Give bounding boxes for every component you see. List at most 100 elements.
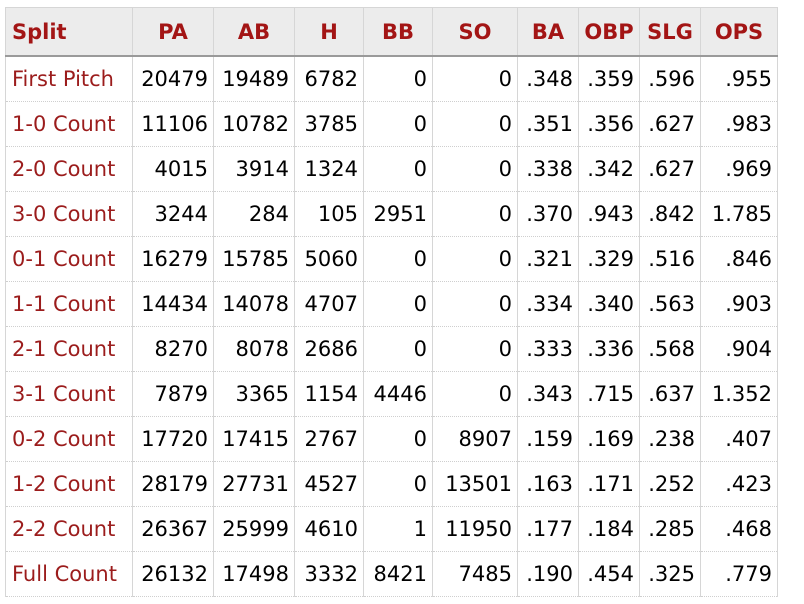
stat-cell-h: 3332: [294, 551, 364, 597]
stat-cell-ab: 3365: [213, 371, 295, 417]
stat-cell-ops: .983: [700, 101, 778, 147]
stat-cell-slg: .516: [639, 236, 701, 282]
stat-cell-ab: 8078: [213, 326, 295, 372]
stat-cell-h: 2686: [294, 326, 364, 372]
stat-cell-so: 0: [432, 146, 518, 192]
stat-cell-slg: .563: [639, 281, 701, 327]
split-label-cell: 0-2 Count: [5, 416, 133, 462]
stat-cell-obp: .169: [578, 416, 640, 462]
stat-cell-slg: .596: [639, 55, 701, 102]
stat-cell-slg: .285: [639, 506, 701, 552]
table-row: 1-2 Count 28179 27731 4527 0 13501.163.171.25…: [5, 461, 778, 507]
split-label-cell: Full Count: [5, 551, 133, 597]
split-label-cell: 2-2 Count: [5, 506, 133, 552]
stat-cell-ops: .779: [700, 551, 778, 597]
table-row: 3-0 Count 3244 284 105 2951 0.370.943.842 1.78…: [5, 191, 778, 237]
stat-cell-pa: 3244: [132, 191, 214, 237]
stat-cell-pa: 26132: [132, 551, 214, 597]
stat-cell-pa: 7879: [132, 371, 214, 417]
stat-cell-pa: 8270: [132, 326, 214, 372]
stat-cell-ab: 17415: [213, 416, 295, 462]
split-label-cell: First Pitch: [5, 55, 133, 102]
stat-cell-so: 13501: [432, 461, 518, 507]
stat-cell-ops: .423: [700, 461, 778, 507]
stat-cell-bb: 0: [363, 326, 433, 372]
table-row: 2-2 Count 26367 25999 4610 1 11950.177.184.28…: [5, 506, 778, 552]
stat-cell-obp: .454: [578, 551, 640, 597]
stat-cell-slg: .637: [639, 371, 701, 417]
stat-cell-ab: 15785: [213, 236, 295, 282]
stat-cell-ab: 27731: [213, 461, 295, 507]
stat-cell-ops: .904: [700, 326, 778, 372]
split-label-cell: 1-2 Count: [5, 461, 133, 507]
split-label-cell: 2-0 Count: [5, 146, 133, 192]
stat-cell-obp: .943: [578, 191, 640, 237]
stat-cell-pa: 4015: [132, 146, 214, 192]
column-header-so[interactable]: SO: [432, 7, 518, 57]
stat-cell-slg: .842: [639, 191, 701, 237]
stat-cell-h: 6782: [294, 55, 364, 102]
stat-cell-ops: .903: [700, 281, 778, 327]
stat-cell-bb: 2951: [363, 191, 433, 237]
stat-cell-bb: 0: [363, 236, 433, 282]
stat-cell-h: 1154: [294, 371, 364, 417]
stat-cell-obp: .340: [578, 281, 640, 327]
stat-cell-so: 0: [432, 191, 518, 237]
column-header-split[interactable]: Split: [5, 7, 133, 57]
stat-cell-ops: .468: [700, 506, 778, 552]
split-label-cell: 2-1 Count: [5, 326, 133, 372]
stat-cell-obp: .171: [578, 461, 640, 507]
stat-cell-pa: 20479: [132, 55, 214, 102]
stat-cell-ba: .351: [517, 101, 579, 147]
column-header-ab[interactable]: AB: [213, 7, 295, 57]
split-label-cell: 3-0 Count: [5, 191, 133, 237]
table-row: 1-1 Count 14434 14078 4707 0 0.334.340.563.90…: [5, 281, 778, 327]
stat-cell-ba: .343: [517, 371, 579, 417]
stat-cell-so: 0: [432, 281, 518, 327]
stat-cell-pa: 16279: [132, 236, 214, 282]
stat-cell-ab: 17498: [213, 551, 295, 597]
stat-cell-so: 7485: [432, 551, 518, 597]
split-label-cell: 3-1 Count: [5, 371, 133, 417]
column-header-ba[interactable]: BA: [517, 7, 579, 57]
stat-cell-h: 4527: [294, 461, 364, 507]
stat-cell-so: 0: [432, 101, 518, 147]
table-row: 2-1 Count 8270 8078 2686 0 0.333.336.568.904: [5, 326, 778, 372]
header-row[interactable]: Split PA AB H BB SO BA OBP SLG OPS: [5, 7, 778, 57]
stat-cell-obp: .359: [578, 55, 640, 102]
stat-cell-h: 4610: [294, 506, 364, 552]
column-header-h[interactable]: H: [294, 7, 364, 57]
stat-cell-ba: .177: [517, 506, 579, 552]
stat-cell-bb: 0: [363, 416, 433, 462]
stat-cell-pa: 26367: [132, 506, 214, 552]
stat-cell-ba: .190: [517, 551, 579, 597]
stat-cell-bb: 0: [363, 146, 433, 192]
stat-cell-ops: .969: [700, 146, 778, 192]
table-body: First Pitch 20479 19489 6782 0 0.348.359.596.…: [5, 55, 778, 597]
stat-cell-so: 0: [432, 326, 518, 372]
stat-cell-ba: .334: [517, 281, 579, 327]
table-row: 2-0 Count 4015 3914 1324 0 0.338.342.627.969: [5, 146, 778, 192]
stat-cell-pa: 14434: [132, 281, 214, 327]
split-label-cell: 1-0 Count: [5, 101, 133, 147]
stat-cell-h: 105: [294, 191, 364, 237]
stat-cell-ops: 1.785: [700, 191, 778, 237]
stat-cell-h: 4707: [294, 281, 364, 327]
column-header-pa[interactable]: PA: [132, 7, 214, 57]
column-header-obp[interactable]: OBP: [578, 7, 640, 57]
table-row: Full Count 26132 17498 3332 8421 7485.190.454…: [5, 551, 778, 597]
table-row: First Pitch 20479 19489 6782 0 0.348.359.596.…: [5, 55, 778, 102]
stat-cell-ba: .348: [517, 55, 579, 102]
stat-cell-obp: .329: [578, 236, 640, 282]
stat-cell-ba: .338: [517, 146, 579, 192]
stat-cell-bb: 0: [363, 55, 433, 102]
column-header-ops[interactable]: OPS: [700, 7, 778, 57]
stat-cell-ab: 284: [213, 191, 295, 237]
stat-cell-slg: .627: [639, 146, 701, 192]
stat-cell-bb: 0: [363, 281, 433, 327]
stat-cell-h: 5060: [294, 236, 364, 282]
stat-cell-obp: .356: [578, 101, 640, 147]
column-header-bb[interactable]: BB: [363, 7, 433, 57]
stat-cell-pa: 28179: [132, 461, 214, 507]
column-header-slg[interactable]: SLG: [639, 7, 701, 57]
